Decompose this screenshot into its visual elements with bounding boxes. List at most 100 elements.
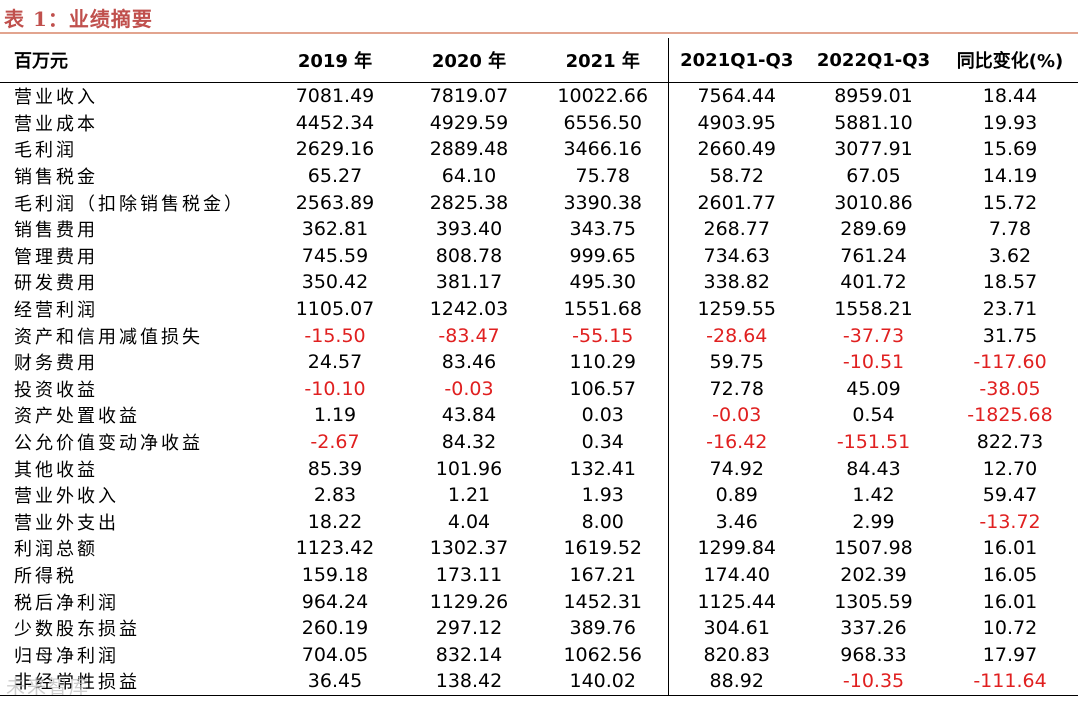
table-cell: 338.82 [667,269,805,296]
header-2021: 2021 年 [538,38,668,83]
table-cell: 1507.98 [834,537,913,560]
table-cell: 2.83 [313,484,357,507]
table-cell: 5881.10 [834,111,913,134]
table-cell: 72.78 [667,375,805,403]
table-cell: 3390.38 [563,191,643,214]
table-cell: 1123.42 [295,537,375,560]
table-row: 资产和信用减值损失 -15.50 -83.47 -55.15 -28.64 -37.73 3… [0,322,1078,349]
table-cell: -55.15 [572,324,634,347]
row-label: 其他收益 [14,459,98,481]
table-cell: 16.01 [982,537,1038,560]
row-label: 公允价值变动净收益 [14,433,203,455]
table-row: 投资收益 -10.10 -0.03 106.57 72.78 45.09 -38.05 [0,375,1078,403]
table-cell: 23.71 [982,298,1038,321]
table-cell: 31.75 [982,324,1038,347]
table-cell: 3.46 [667,508,805,536]
table-cell: 401.72 [840,271,907,294]
table-cell: 84.32 [441,431,497,454]
row-label: 财务费用 [14,353,98,375]
row-label: 销售费用 [14,220,98,242]
table-row: 税后净利润 964.24 1129.26 1452.31 1125.44 1305.59 1… [0,588,1078,615]
table-cell: 999.65 [569,244,636,267]
table-row: 非经常性损益 36.45 138.42 140.02 88.92 -10.35 -111.6… [0,668,1078,696]
table-cell: -0.03 [667,402,805,429]
table-cell: 19.93 [982,111,1038,134]
table-row: 研发费用 350.42 381.17 495.30 338.82 401.72 18.57 [0,269,1078,296]
table-cell: 4903.95 [667,109,805,137]
table-cell: 0.54 [852,404,895,427]
table-row: 毛利润（扣除销售税金） 2563.89 2825.38 3390.38 2601.77 3… [0,189,1078,216]
table-cell: -10.35 [805,668,942,696]
table-row: 公允价值变动净收益 -2.67 84.32 0.34 -16.42 -151.51 822.… [0,428,1078,456]
row-label: 归母净利润 [14,645,119,667]
table-row: 营业外收入 2.83 1.21 1.93 0.89 1.42 59.47 [0,481,1078,509]
table-cell: 260.19 [301,617,369,640]
table-cell: -151.51 [836,431,911,454]
table-cell: 12.70 [982,457,1038,480]
row-label: 营业外收入 [14,486,119,508]
table-cell: 820.83 [667,641,805,669]
table-cell: 2563.89 [295,191,375,214]
table-row: 管理费用 745.59 808.78 999.65 734.63 761.24 3.62 [0,242,1078,270]
table-cell: 6556.50 [563,111,643,134]
table-cell: -28.64 [667,322,805,349]
table-cell: 1302.37 [429,537,509,560]
table-cell: 389.76 [569,617,636,640]
table-cell: 1129.26 [429,590,509,613]
table-cell: 59.75 [667,348,805,376]
table-cell: 10022.66 [557,85,649,108]
table-cell: -10.10 [304,377,366,400]
table-cell: 1105.07 [295,298,375,321]
table-cell: 2.99 [852,510,895,533]
table-cell: 8.00 [581,510,624,533]
table-cell: 1299.84 [667,535,805,562]
table-row: 归母净利润 704.05 832.14 1062.56 820.83 968.33 17.9… [0,641,1078,669]
table-cell: 64.10 [441,165,497,188]
row-label: 毛利润 [14,140,77,162]
table-cell: 14.19 [982,165,1038,188]
table-cell: 968.33 [840,643,907,666]
table-cell: 24.57 [307,351,363,374]
table-cell: 2629.16 [295,138,375,161]
header-yoy-change: 同比变化(%) [942,38,1078,83]
table-cell: 0.89 [667,481,805,509]
table-cell: 1305.59 [834,590,913,613]
table-cell: 1.21 [447,484,491,507]
table-cell: 2889.48 [429,138,509,161]
table-row: 财务费用 24.57 83.46 110.29 59.75 -10.51 -117.60 [0,348,1078,376]
table-cell: -10.51 [842,351,905,374]
table-cell: 132.41 [569,457,636,480]
table-cell: 297.12 [435,617,503,640]
table-cell: 45.09 [846,377,901,400]
table-row: 销售费用 362.81 393.40 343.75 268.77 289.69 7.78 [0,215,1078,243]
table-body: 营业收入 7081.49 7819.07 10022.66 7564.44 8959.01… [0,82,1078,696]
table-row: 营业外支出 18.22 4.04 8.00 3.46 2.99 -13.72 [0,508,1078,536]
table-header-row: 百万元 2019 年 2020 年 2021 年 2021Q1-Q3 2022Q… [0,38,1078,83]
table-cell: 16.05 [982,563,1038,586]
table-cell: -13.72 [979,510,1041,533]
table-cell: 8959.01 [834,85,913,108]
table-cell: 202.39 [840,563,907,586]
table-cell: 2601.77 [667,189,805,216]
table-cell: -83.47 [438,324,500,347]
table-cell: 18.57 [982,271,1038,294]
row-label: 少数股东损益 [14,619,140,641]
table-cell: 4.04 [447,510,491,533]
table-cell: -15.50 [304,324,366,347]
table-cell: 18.22 [307,510,363,533]
table-cell: 964.24 [301,590,369,613]
table-cell: 832.14 [435,643,503,666]
table-cell: 808.78 [435,244,503,267]
table-cell: -117.60 [973,351,1047,374]
table-cell: 343.75 [569,218,636,241]
table-cell: 1125.44 [667,588,805,615]
table-cell: 16.01 [982,590,1038,613]
table-cell: 362.81 [301,218,369,241]
table-caption: 表 1：业绩摘要 [4,7,153,31]
table-cell: 1.93 [581,484,624,507]
table-cell: 106.57 [569,377,636,400]
table-cell: 337.26 [840,617,907,640]
table-cell: -37.73 [842,324,905,347]
table-cell: 1452.31 [563,590,643,613]
row-label: 税后净利润 [14,592,119,614]
